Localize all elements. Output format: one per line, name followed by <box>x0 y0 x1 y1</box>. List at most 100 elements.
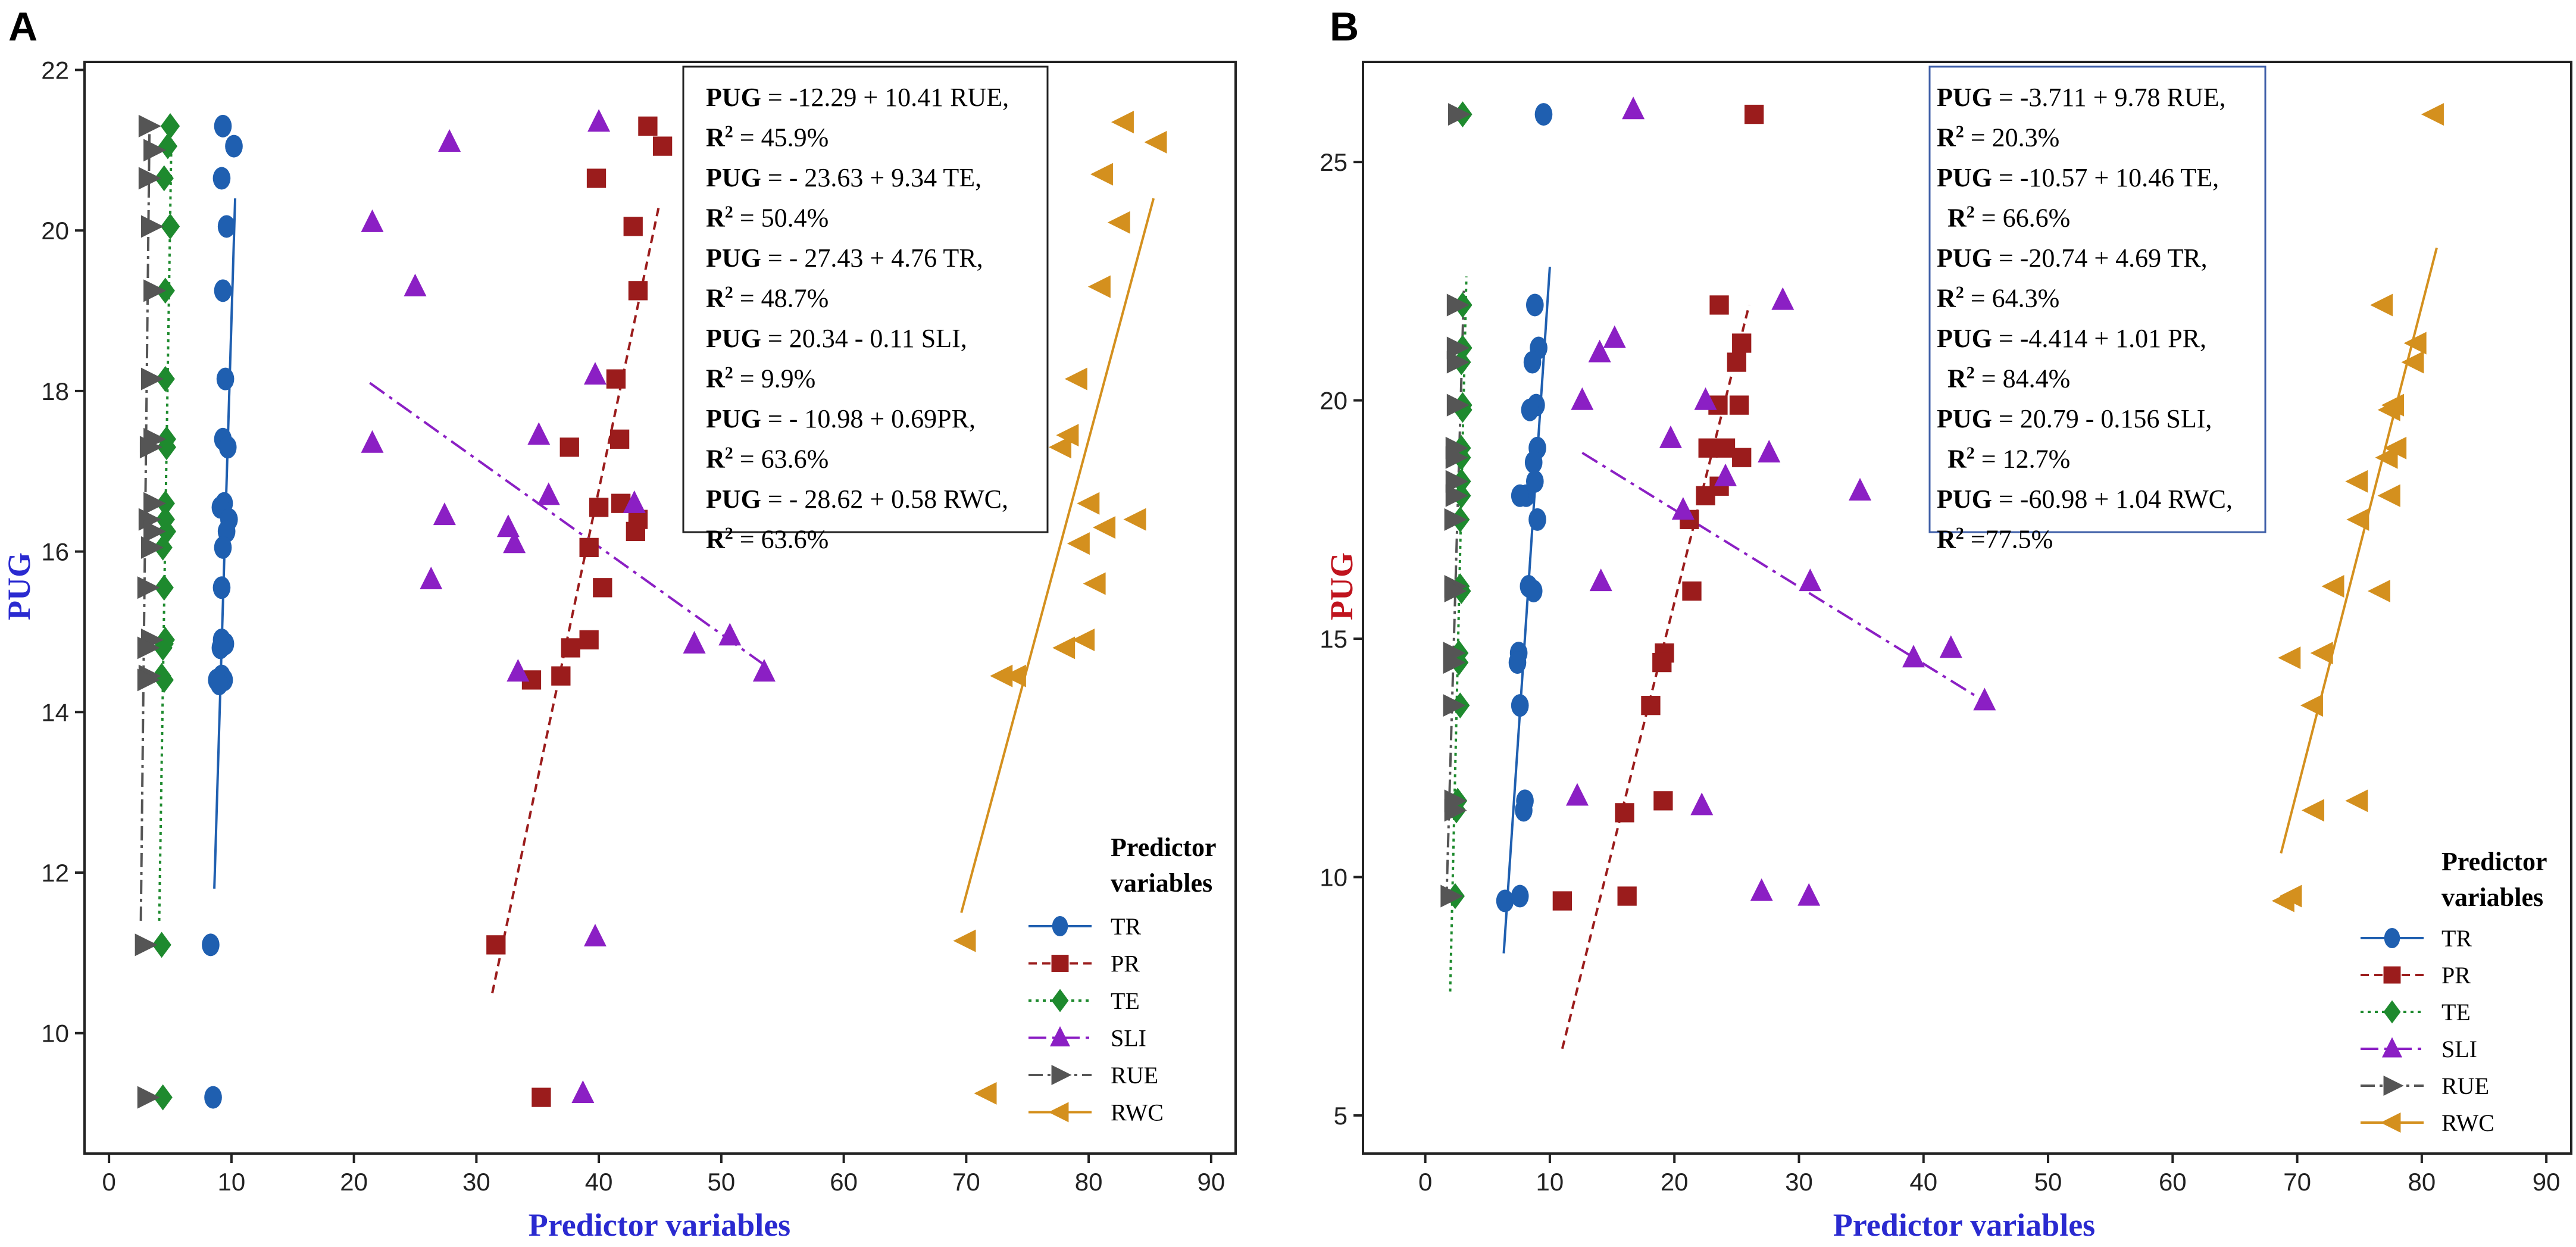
point-rue <box>1444 579 1467 602</box>
point-pr <box>1653 791 1673 811</box>
legend-label-rue: RUE <box>2441 1073 2489 1099</box>
point-pr <box>579 537 599 558</box>
equation-line: PUG = -10.57 + 10.46 TE, <box>1937 163 2219 192</box>
point-rwc <box>2346 508 2369 531</box>
point-sli <box>507 659 530 682</box>
legend-label-rwc: RWC <box>2441 1110 2494 1136</box>
legend-label-te: TE <box>2441 999 2471 1026</box>
point-rwc <box>2300 694 2323 717</box>
legend-marker-rue <box>2383 1076 2404 1096</box>
point-te <box>154 165 174 192</box>
y-tick-label: 12 <box>41 859 69 887</box>
r-squared-line: R2 = 64.3% <box>1937 283 2059 313</box>
equation-line: PUG = - 27.43 + 4.76 TR, <box>706 243 983 273</box>
point-rue <box>139 436 162 459</box>
point-tr <box>218 436 237 459</box>
point-te <box>157 434 176 461</box>
point-rue <box>138 167 161 190</box>
point-sli <box>404 273 427 296</box>
point-te <box>155 506 175 533</box>
y-axis-title: PUG <box>1324 552 1359 620</box>
r-squared-line: R2 = 63.6% <box>706 444 829 474</box>
point-pr <box>589 498 609 517</box>
x-tick-label: 80 <box>2408 1168 2436 1196</box>
point-sli <box>361 209 384 232</box>
r-squared-line: R2 = 84.4% <box>1947 364 2070 393</box>
x-tick-label: 80 <box>1075 1168 1103 1196</box>
point-sli <box>537 482 560 505</box>
point-te <box>160 113 180 139</box>
point-rwc <box>1077 492 1100 515</box>
point-sli <box>496 514 520 537</box>
point-tr <box>1523 351 1542 374</box>
point-rwc <box>1083 572 1106 595</box>
equation-line: PUG = -60.98 + 1.04 RWC, <box>1937 485 2233 514</box>
point-sli <box>1603 325 1626 348</box>
point-sli <box>752 659 776 682</box>
point-sli <box>503 530 526 554</box>
fit-line-te <box>1449 276 1468 992</box>
point-te <box>152 662 171 689</box>
legend-label-rwc: RWC <box>1111 1099 1164 1126</box>
point-pr <box>623 217 643 236</box>
point-pr <box>1732 333 1752 353</box>
point-tr <box>214 114 232 137</box>
point-pr <box>551 666 571 686</box>
legend-label-tr: TR <box>2441 925 2472 952</box>
point-pr <box>1617 886 1637 906</box>
point-tr <box>1534 103 1553 126</box>
equation-line: PUG = -12.29 + 10.41 RUE, <box>706 83 1009 112</box>
y-tick-label: 22 <box>41 56 69 84</box>
panel-b: B 0 10 20 30 40 50 60 70 80 90 5 10 15 20 25 Predictor v… <box>1320 4 2572 1243</box>
fit-line-pr <box>491 206 660 993</box>
point-rwc <box>1093 516 1116 539</box>
x-tick-label: 30 <box>1785 1168 1813 1196</box>
legend-marker-rue <box>1051 1065 1072 1085</box>
point-pr <box>606 369 626 389</box>
point-sli <box>1589 568 1612 592</box>
r-squared-line: R2 = 9.9% <box>706 364 815 393</box>
point-sli <box>583 362 607 385</box>
x-tick-label: 50 <box>708 1168 736 1196</box>
plot-frame <box>1362 61 2572 1155</box>
r-squared-line: R2 = 66.6% <box>1947 203 2070 233</box>
point-sli <box>1571 387 1594 410</box>
point-pr <box>1732 448 1752 467</box>
point-rue <box>1446 336 1470 360</box>
legend-title: variables <box>1111 868 1212 898</box>
point-sli <box>1714 463 1737 486</box>
point-sli <box>1771 287 1795 310</box>
point-rwc <box>1072 628 1095 651</box>
point-rwc <box>2345 470 2368 493</box>
point-sli <box>1758 439 1781 462</box>
point-sli <box>1902 645 1925 668</box>
point-pr <box>559 437 579 457</box>
x-tick-label: 30 <box>462 1168 490 1196</box>
point-sli <box>583 924 607 947</box>
point-pr <box>609 429 630 449</box>
point-rue <box>1444 799 1467 822</box>
point-rwc <box>2345 789 2368 812</box>
point-rue <box>1444 508 1467 531</box>
y-tick-label: 20 <box>41 217 69 245</box>
point-rue <box>137 636 160 660</box>
point-pr <box>1727 352 1746 372</box>
legend-marker-tr <box>2384 928 2400 948</box>
panel-letter: A <box>8 4 37 49</box>
point-tr <box>211 636 230 660</box>
equation-line: PUG = 20.34 - 0.11 SLI, <box>706 324 967 353</box>
point-tr <box>1508 651 1527 674</box>
point-te <box>160 213 180 240</box>
point-pr <box>638 116 658 136</box>
x-axis-title: Predictor variables <box>1833 1207 2095 1243</box>
point-pr <box>1715 438 1736 458</box>
point-sli <box>420 566 443 589</box>
legend-title: variables <box>2441 883 2543 912</box>
legend-marker-rwc <box>2380 1112 2401 1133</box>
point-tr <box>1511 484 1529 507</box>
panel-a: A 0 10 20 30 40 50 60 70 80 90 10 12 14 16 18 20 22 Predic… <box>1 4 1237 1243</box>
point-pr <box>1615 803 1634 823</box>
point-rue <box>1443 694 1466 717</box>
fit-line-rwc <box>2280 247 2438 854</box>
